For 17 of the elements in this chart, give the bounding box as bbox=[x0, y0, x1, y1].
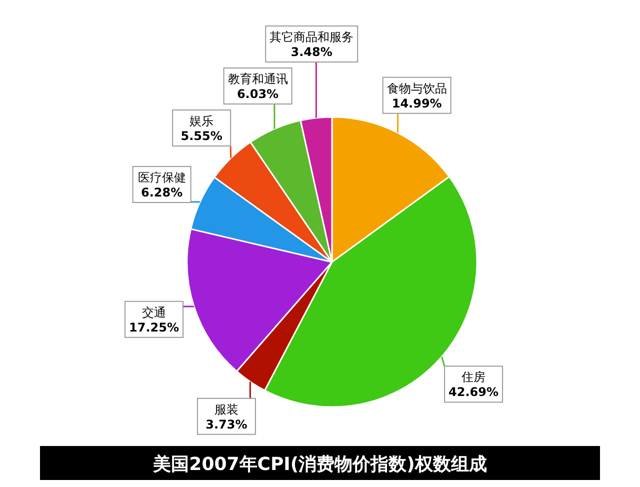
data-label: 3.48% bbox=[290, 44, 332, 59]
data-label: 14.99% bbox=[392, 96, 442, 110]
data-label: 42.69% bbox=[448, 385, 499, 400]
legend-label: 交通 bbox=[142, 305, 166, 320]
data-label: 5.55% bbox=[180, 128, 222, 143]
data-label: 3.73% bbox=[206, 417, 248, 432]
data-label: 17.25% bbox=[129, 320, 180, 334]
data-label: 6.28% bbox=[140, 186, 183, 200]
slice-label: 医疗保健 bbox=[138, 170, 186, 185]
slice-label: 住房 bbox=[460, 370, 486, 384]
slice-label: 服装 bbox=[214, 402, 238, 416]
slice-label: 娱乐 bbox=[190, 114, 214, 128]
text: 美国2007年CPI(消费物价指数)权数组成 bbox=[152, 454, 487, 475]
slice-label: 食物与饮品 bbox=[386, 81, 447, 96]
slice-label: 其它商品和服务 bbox=[270, 30, 354, 44]
data-label: 6.03% bbox=[236, 86, 279, 101]
slice-label: 教育和通讯 bbox=[228, 72, 288, 86]
